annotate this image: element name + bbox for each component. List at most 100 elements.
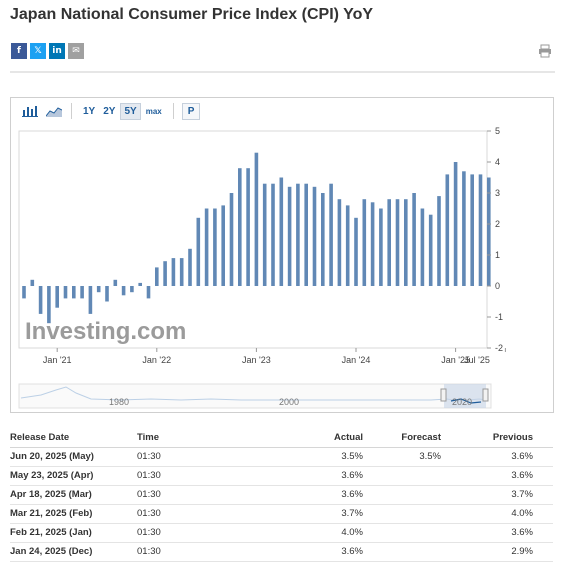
bar-series [22,152,491,324]
bar [38,286,43,314]
y-tick-label: 4 [495,157,500,167]
navigator-frame [18,383,492,409]
chart-toolbar: 1Y 2Y 5Y max P [21,102,201,120]
range-1y-button[interactable]: 1Y [83,105,96,117]
y-tick-label: 1 [495,250,500,260]
release-table: Release Date Time Actual Forecast Previo… [10,428,553,562]
y-axis: 5 4 3 2 1 0 -1 -2 [487,126,503,353]
bar [213,208,217,286]
bar [146,286,151,299]
bar [88,286,93,314]
forecast-cell [385,485,463,505]
x-tick-label: Jan '24 [342,355,371,365]
bar [196,217,201,286]
table-row: Feb 21, 2025 (Jan) 01:30 4.0% 3.6% [10,523,553,543]
previous-cell: 3.6% [463,447,553,467]
bar [345,205,350,286]
share-bar: f 𝕏 in ✉ [11,43,84,59]
navigator-label: 2020 [452,397,472,407]
bar [204,208,209,286]
bar [63,286,68,299]
actual-cell: 4.0% [301,523,385,543]
page-title: Japan National Consumer Price Index (CPI… [10,6,374,23]
header-release-date: Release Date [10,428,137,448]
header-time: Time [137,428,301,448]
bar [321,193,325,286]
table-row: Apr 18, 2025 (Mar) 01:30 3.6% 3.7% [10,485,553,505]
p-button[interactable]: P [181,102,201,120]
forecast-cell [385,542,463,562]
bar [420,208,425,286]
header-previous: Previous [463,428,553,448]
bar [296,183,300,286]
bar [404,199,408,286]
x-tick-label: Jan '25 [441,355,470,365]
previous-cell: 4.0% [463,504,553,524]
forecast-cell [385,466,463,486]
bar [105,286,109,302]
twitter-icon[interactable]: 𝕏 [30,43,46,59]
bar-chart-icon[interactable] [21,103,39,119]
actual-cell: 3.6% [301,466,385,486]
bar [246,168,250,286]
email-icon[interactable]: ✉ [68,43,84,59]
release-date-cell: Jan 24, 2025 (Dec) [10,542,137,562]
bar [271,183,275,286]
area-chart-icon[interactable] [45,103,63,119]
y-tick-label: 3 [495,188,500,198]
bar [55,286,59,308]
watermark: Investing.com [25,318,186,345]
bar [445,174,450,286]
release-date-cell: Apr 18, 2025 (Mar) [10,485,137,505]
actual-cell: 3.5% [301,447,385,467]
bar [238,168,242,286]
toolbar-divider [71,103,72,119]
time-cell: 01:30 [137,485,301,505]
range-max-button[interactable]: max [145,106,162,116]
actual-cell: 3.6% [301,542,385,562]
linkedin-icon[interactable]: in [49,43,65,59]
release-date-cell: Feb 21, 2025 (Jan) [10,523,137,543]
bar [262,183,267,286]
range-2y-button[interactable]: 2Y [103,105,116,117]
bar [470,174,474,286]
x-tick-label: Jul '25 [464,355,490,365]
bar [229,193,234,286]
bar [329,183,333,286]
release-date-cell: Jun 20, 2025 (May) [10,447,137,467]
previous-cell: 3.6% [463,523,553,543]
time-cell: 01:30 [137,466,301,486]
navigator-handle-right[interactable] [482,388,489,402]
release-date-cell: Mar 21, 2025 (Feb) [10,504,137,524]
print-icon[interactable] [538,44,552,58]
bar [437,196,441,286]
bar [155,267,159,286]
table-row: May 23, 2025 (Apr) 01:30 3.6% 3.6% [10,466,553,486]
time-cell: 01:30 [137,523,301,543]
plot-area [18,130,488,349]
bar [47,286,51,324]
time-cell: 01:30 [137,447,301,467]
actual-cell: 3.7% [301,504,385,524]
y-tick-label: 0 [495,281,500,291]
navigator-handle-left[interactable] [440,388,447,402]
navigator-label: 1980 [109,397,129,407]
forecast-cell: 3.5% [385,447,463,467]
navigator-selection[interactable] [444,384,486,408]
y-tick-label: 5 [495,126,500,136]
navigator-selected-series [450,398,482,404]
bar [337,199,342,286]
y-tick-label: -2 [495,343,503,353]
table-row: Jun 20, 2025 (May) 01:30 3.5% 3.5% 3.6% [10,447,553,467]
range-5y-button[interactable]: 5Y [120,102,141,120]
previous-cell: 2.9% [463,542,553,562]
forecast-cell [385,523,463,543]
header-forecast: Forecast [385,428,463,448]
bar [395,199,400,286]
bar [72,286,76,299]
bar [96,286,101,293]
x-tick-label: Jan '21 [43,355,72,365]
bar [478,174,483,286]
facebook-icon[interactable]: f [11,43,27,59]
